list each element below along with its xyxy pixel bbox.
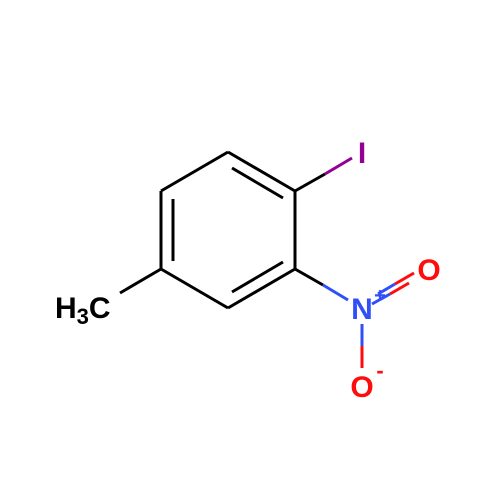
- bond-c1-i: [295, 174, 325, 191]
- bond-c2-n-a: [295, 269, 323, 285]
- bond-c4-ch3: [120, 269, 161, 293]
- bond-c5-c6: [161, 152, 228, 191]
- bond-c3-c4: [161, 269, 228, 308]
- bond-c2-n-b: [323, 285, 348, 300]
- oxygen-double-label: O: [417, 254, 440, 287]
- bond-c2-c3-inner: [232, 262, 283, 292]
- molecule-diagram: I H3C N + O O -: [0, 0, 500, 500]
- nitrogen-label: N: [351, 293, 373, 326]
- bond-n-o-double-1b: [395, 273, 414, 284]
- oxygen-charge: -: [376, 358, 383, 383]
- methyl-label: H3C: [55, 292, 111, 329]
- oxygen-single-label: O: [350, 371, 373, 404]
- iodine-label: I: [358, 137, 366, 170]
- nitrogen-charge: +: [374, 285, 386, 307]
- bond-c1-i-b: [325, 158, 352, 174]
- bond-c6-c1-inner: [232, 168, 283, 198]
